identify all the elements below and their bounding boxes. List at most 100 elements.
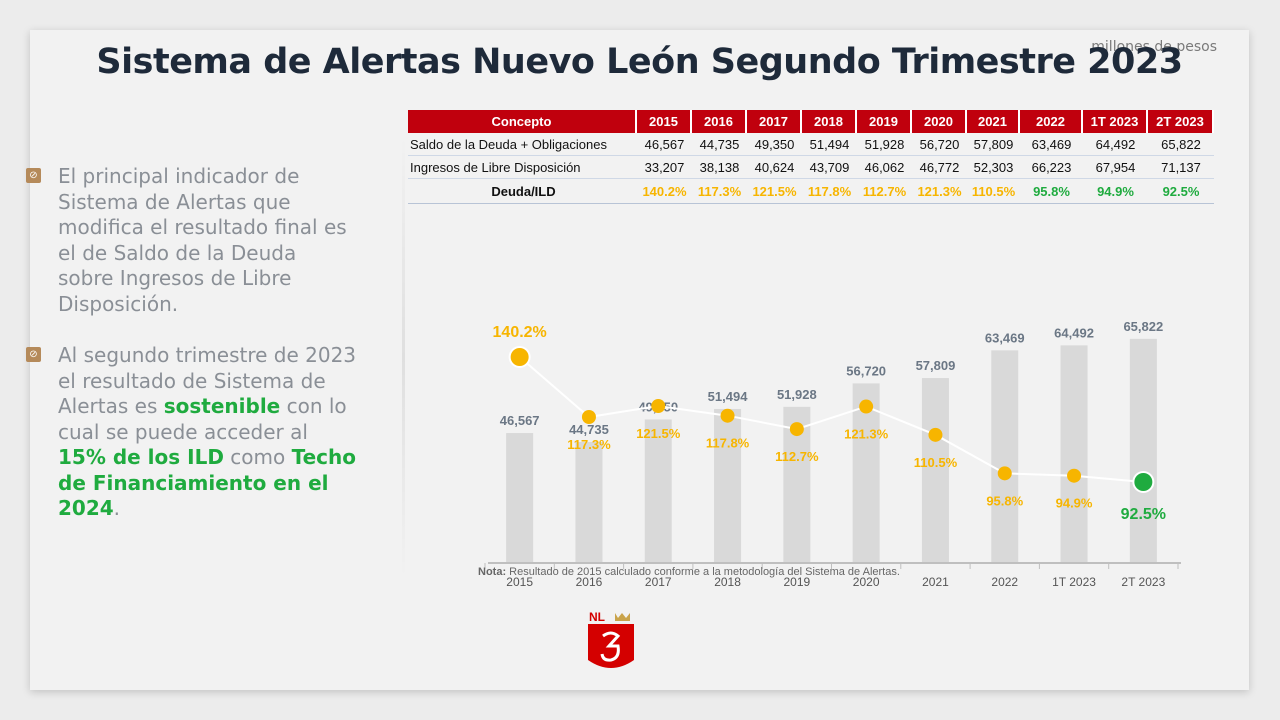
ratio-cell: 95.8% bbox=[1020, 179, 1083, 204]
data-table: Concepto 2015 2016 2017 2018 2019 2020 2… bbox=[408, 110, 1214, 204]
note-bold: Nota: bbox=[478, 566, 507, 578]
chart-bar bbox=[506, 433, 534, 563]
col-header: 2016 bbox=[692, 110, 747, 133]
table-cell: 44,735 bbox=[692, 133, 747, 156]
ratio-label: 110.5% bbox=[914, 455, 958, 470]
col-header: 2020 bbox=[912, 110, 967, 133]
ratio-point bbox=[720, 408, 735, 423]
table-row-saldo: Saldo de la Deuda + Obligaciones 46,567 … bbox=[408, 133, 1214, 156]
page-title: Sistema de Alertas Nuevo León Segundo Tr… bbox=[96, 42, 1183, 82]
ratio-point bbox=[1134, 473, 1153, 491]
bullet-2-como: como bbox=[223, 445, 292, 469]
ratio-cell: 92.5% bbox=[1148, 179, 1214, 204]
bullet-2-mid: con lo cual se puede acceder al bbox=[58, 394, 347, 444]
col-header: 2018 bbox=[802, 110, 857, 133]
ratio-cell: 117.3% bbox=[692, 179, 747, 204]
chart-note: Nota: Resultado de 2015 calculado confor… bbox=[478, 566, 900, 578]
slide: millones de pesos Sistema de Alertas Nue… bbox=[30, 30, 1249, 690]
table-cell: 49,350 bbox=[747, 133, 802, 156]
x-tick-label: 2018 bbox=[714, 575, 741, 589]
ratio-cell: 121.3% bbox=[912, 179, 967, 204]
ratio-point bbox=[510, 348, 529, 366]
ratio-point bbox=[581, 410, 596, 425]
bullet-icon: ⊘ bbox=[26, 347, 41, 362]
x-tick-label: 2019 bbox=[783, 575, 810, 589]
techo-text: Techo de Financiamiento en el 2024 bbox=[58, 445, 356, 520]
bullet-1-text: El principal indicador de Sistema de Ale… bbox=[58, 164, 347, 316]
x-tick-label: 2022 bbox=[991, 575, 1018, 589]
row-label: Deuda/ILD bbox=[408, 179, 637, 204]
ratio-cell: 112.7% bbox=[857, 179, 912, 204]
ratio-label: 117.3% bbox=[567, 437, 611, 452]
x-tick-label: 2017 bbox=[645, 575, 672, 589]
chart-bar bbox=[575, 442, 603, 563]
sostenible-text: sostenible bbox=[163, 394, 281, 418]
logo-text: NL bbox=[589, 610, 605, 624]
col-header: 2015 bbox=[637, 110, 692, 133]
shield-emblem bbox=[600, 631, 621, 662]
ratio-point bbox=[928, 427, 943, 442]
bar-value-label: 63,469 bbox=[985, 330, 1025, 345]
ratio-cell: 117.8% bbox=[802, 179, 857, 204]
ratio-label: 92.5% bbox=[1121, 506, 1166, 523]
x-tick-label: 2T 2023 bbox=[1121, 575, 1165, 589]
ratio-label: 117.8% bbox=[706, 436, 750, 451]
col-header-concept: Concepto bbox=[408, 110, 637, 133]
bullet-2-text: Al segundo trimestre de 2023 el resultad… bbox=[58, 343, 358, 522]
table-cell: 66,223 bbox=[1020, 156, 1083, 179]
table-cell: 57,809 bbox=[967, 133, 1020, 156]
table-cell: 46,062 bbox=[857, 156, 912, 179]
table-cell: 51,494 bbox=[802, 133, 857, 156]
bar-value-label: 51,928 bbox=[777, 387, 817, 402]
x-tick-label: 1T 2023 bbox=[1052, 575, 1096, 589]
col-header: 2019 bbox=[857, 110, 912, 133]
col-header: 2022 bbox=[1020, 110, 1083, 133]
table-row-ingresos: Ingresos de Libre Disposición 33,207 38,… bbox=[408, 156, 1214, 179]
table-header-row: Concepto 2015 2016 2017 2018 2019 2020 2… bbox=[408, 110, 1214, 133]
ratio-point bbox=[997, 466, 1012, 481]
crown-icon bbox=[615, 613, 630, 621]
table-cell: 46,567 bbox=[637, 133, 692, 156]
x-tick-label: 2021 bbox=[922, 575, 949, 589]
x-tick-label: 2015 bbox=[506, 575, 533, 589]
bar-value-label: 51,494 bbox=[708, 389, 749, 404]
table-row-ratio: Deuda/ILD 140.2% 117.3% 121.5% 117.8% 11… bbox=[408, 179, 1214, 204]
col-header: 2021 bbox=[967, 110, 1020, 133]
combo-chart: 46,56744,73549,35051,49451,92856,72057,8… bbox=[484, 319, 1181, 589]
col-header: 1T 2023 bbox=[1083, 110, 1148, 133]
table-cell: 64,492 bbox=[1083, 133, 1148, 156]
table-cell: 52,303 bbox=[967, 156, 1020, 179]
units-label: millones de pesos bbox=[1091, 39, 1217, 55]
bullet-2-pre: Al segundo trimestre de 2023 el resultad… bbox=[58, 343, 357, 418]
ratio-line bbox=[518, 356, 1144, 483]
ratio-cell: 110.5% bbox=[967, 179, 1020, 204]
table-cell: 67,954 bbox=[1083, 156, 1148, 179]
ratio-point bbox=[859, 399, 874, 414]
chart-bar bbox=[644, 419, 672, 563]
pct-ild-text: 15% de los ILD bbox=[58, 445, 224, 469]
note-text: Resultado de 2015 calculado conforme a l… bbox=[506, 566, 900, 578]
table-cell: 65,822 bbox=[1148, 133, 1214, 156]
bar-value-label: 65,822 bbox=[1123, 319, 1163, 334]
col-header: 2T 2023 bbox=[1148, 110, 1214, 133]
chart-bar bbox=[714, 408, 742, 563]
table-cell: 71,137 bbox=[1148, 156, 1214, 179]
table-cell: 51,928 bbox=[857, 133, 912, 156]
table-cell: 38,138 bbox=[692, 156, 747, 179]
col-header: 2017 bbox=[747, 110, 802, 133]
row-label: Saldo de la Deuda + Obligaciones bbox=[408, 133, 637, 156]
bullet-2-end: . bbox=[113, 496, 121, 520]
bar-value-label: 56,720 bbox=[846, 363, 886, 378]
bar-value-label: 46,567 bbox=[500, 413, 540, 428]
x-tick-label: 2020 bbox=[853, 575, 880, 589]
ratio-point bbox=[789, 422, 804, 437]
table-cell: 56,720 bbox=[912, 133, 967, 156]
divider bbox=[402, 135, 405, 580]
nuevo-leon-shield-icon: NL bbox=[588, 610, 634, 668]
ratio-label: 112.7% bbox=[775, 449, 819, 464]
chart-bar bbox=[921, 378, 949, 563]
ratio-label: 140.2% bbox=[493, 324, 547, 341]
table-cell: 43,709 bbox=[802, 156, 857, 179]
table-cell: 63,469 bbox=[1020, 133, 1083, 156]
ratio-label: 121.5% bbox=[636, 426, 681, 441]
